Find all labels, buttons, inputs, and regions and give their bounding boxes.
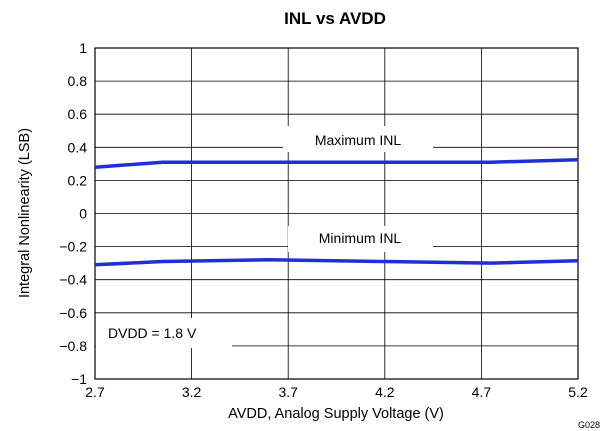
max-label-bg <box>283 126 433 152</box>
y-tick-label: 0.2 <box>68 172 88 188</box>
y-tick-label: 0.6 <box>68 106 88 122</box>
y-tick-label: −0.2 <box>59 239 87 255</box>
y-tick-label: 1 <box>79 40 87 56</box>
max-inl-label: Maximum INL <box>315 132 402 148</box>
condition-label: DVDD = 1.8 V <box>108 325 197 341</box>
minimum-inl-line <box>94 258 579 267</box>
min-inl-label: Minimum INL <box>319 230 402 246</box>
x-axis-label: AVDD, Analog Supply Voltage (V) <box>228 406 444 422</box>
maximum-inl-line <box>94 157 579 169</box>
y-tick-label: −0.4 <box>59 272 87 288</box>
y-tick-label: −0.6 <box>59 305 87 321</box>
y-tick-label: 0.4 <box>68 139 88 155</box>
plot-frame <box>94 47 579 380</box>
y-tick-label: 0.8 <box>68 73 88 89</box>
series-lines <box>94 157 579 267</box>
x-tick-label: 4.2 <box>375 384 395 400</box>
condition-box <box>96 318 232 348</box>
x-tick-label: 3.2 <box>182 384 202 400</box>
x-tick-label: 2.7 <box>85 384 105 400</box>
min-label-bg <box>288 226 433 252</box>
y-tick-label: 0 <box>79 206 87 222</box>
y-axis-label: Integral Nonlinearity (LSB) <box>17 128 33 298</box>
x-tick-label: 5.2 <box>568 384 588 400</box>
chart-title: INL vs AVDD <box>284 9 386 28</box>
tick-labels: 1 0.8 0.6 0.4 0.2 0 −0.2 −0.4 −0.6 −0.8 −12.7 3.2 3.… <box>59 40 588 400</box>
y-tick-label: −0.8 <box>59 338 87 354</box>
y-tick-label: −1 <box>71 371 87 387</box>
x-tick-label: 4.7 <box>472 384 492 400</box>
figure-code: G028 <box>578 420 600 430</box>
x-tick-label: 3.7 <box>278 384 298 400</box>
